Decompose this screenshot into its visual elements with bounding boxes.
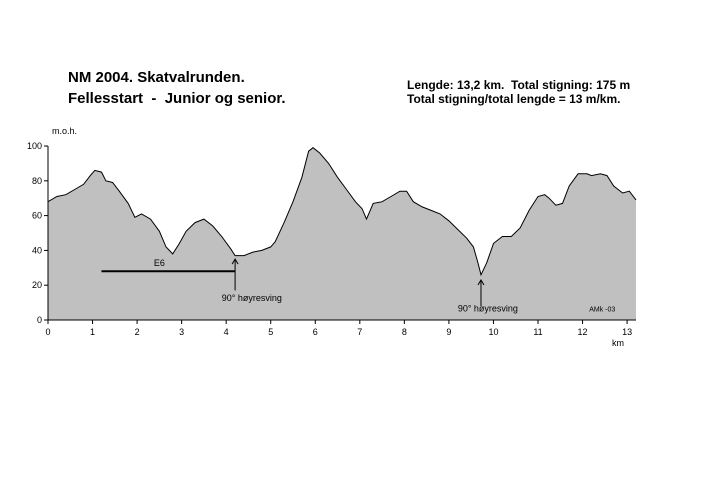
- y-tick-label: 60: [32, 211, 42, 221]
- chart-subtitle: Fellesstart - Junior og senior.: [68, 90, 286, 107]
- y-tick-label: 40: [32, 245, 42, 255]
- y-tick-label: 100: [27, 141, 42, 151]
- chart-title: NM 2004. Skatvalrunden.: [68, 69, 245, 86]
- x-tick-label: 12: [578, 327, 588, 337]
- x-tick-label: 13: [622, 327, 632, 337]
- info-line: Lengde: 13,2 km. Total stigning: 175 m: [407, 78, 630, 92]
- y-tick-label: 80: [32, 176, 42, 186]
- info-line: Total stigning/total lengde = 13 m/km.: [407, 92, 620, 106]
- x-tick-label: 10: [488, 327, 498, 337]
- x-tick-label: 11: [533, 327, 542, 337]
- x-tick-label: 9: [446, 327, 451, 337]
- annotation: AMk -03: [589, 306, 615, 313]
- x-tick-label: 6: [313, 327, 318, 337]
- x-tick-label: 2: [135, 327, 140, 337]
- x-axis-label: km: [612, 338, 624, 348]
- x-tick-label: 3: [179, 327, 184, 337]
- y-tick-label: 20: [32, 280, 42, 290]
- x-tick-label: 4: [224, 327, 229, 337]
- area-fill: [48, 147, 636, 320]
- annotation: 90° høyresving: [222, 293, 282, 303]
- x-tick-label: 1: [90, 327, 95, 337]
- x-tick-label: 7: [357, 327, 362, 337]
- x-tick-label: 5: [268, 327, 273, 337]
- y-tick-label: 0: [37, 315, 42, 325]
- y-axis-label: m.o.h.: [52, 126, 77, 136]
- annotation: 90° høyresving: [458, 303, 518, 313]
- arrow-head: [231, 258, 239, 265]
- elevation-line: [47, 147, 637, 277]
- x-tick-label: 8: [402, 327, 407, 337]
- arrow-head: [477, 279, 485, 286]
- x-tick-label: 0: [45, 327, 50, 337]
- annotation: E6: [154, 258, 165, 268]
